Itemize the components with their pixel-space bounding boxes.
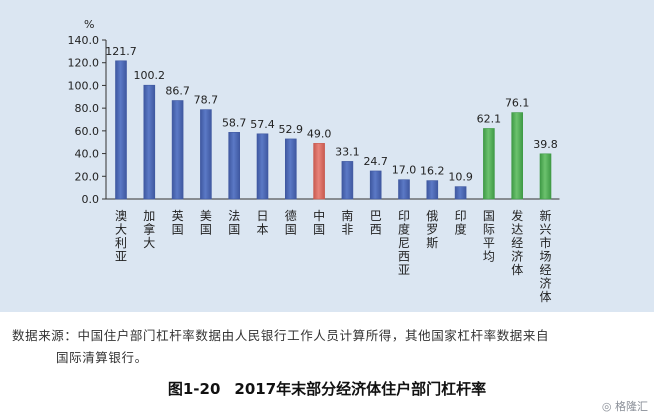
data-label: 100.2 bbox=[134, 69, 166, 82]
data-label: 49.0 bbox=[307, 127, 332, 140]
category-label: 印度 bbox=[455, 209, 467, 237]
bar bbox=[143, 84, 156, 200]
bar bbox=[313, 143, 325, 200]
figure-title: 2017年末部分经济体住户部门杠杆率 bbox=[234, 380, 487, 398]
data-label: 24.7 bbox=[363, 155, 388, 168]
category-label: 澳大利亚 bbox=[115, 209, 127, 264]
bar bbox=[115, 60, 127, 200]
data-label: 58.7 bbox=[222, 116, 247, 129]
data-label: 33.1 bbox=[335, 145, 360, 158]
category-label: 发达经济体 bbox=[511, 208, 523, 277]
source-note: 数据来源：中国住户部门杠杆率数据由人民银行工作人员计算所得，其他国家杠杆率数据来… bbox=[12, 325, 642, 369]
bar bbox=[398, 179, 410, 200]
bar-chart: % 0.0 20.0 40.0 60.0 80.0 100.0 120.0 140.0 121.7… bbox=[68, 18, 560, 304]
bar bbox=[341, 161, 354, 200]
bar bbox=[426, 180, 439, 200]
figure-number: 图1-20 bbox=[167, 380, 221, 398]
bar bbox=[171, 100, 184, 200]
category-label: 俄罗斯 bbox=[426, 209, 438, 250]
bar bbox=[200, 109, 212, 200]
data-label: 78.7 bbox=[194, 94, 219, 107]
bar bbox=[228, 132, 240, 200]
bar bbox=[256, 133, 269, 200]
y-tick-label: 100.0 bbox=[68, 79, 100, 92]
data-label: 17.0 bbox=[392, 164, 417, 177]
chart-panel: % 0.0 20.0 40.0 60.0 80.0 100.0 120.0 140.0 121.7… bbox=[0, 0, 654, 312]
watermark-icon: ◎ bbox=[601, 400, 615, 413]
y-tick-label: 140.0 bbox=[68, 34, 100, 47]
category-label: 日本 bbox=[256, 209, 268, 237]
category-label: 德国 bbox=[285, 208, 297, 237]
data-label: 86.7 bbox=[165, 85, 190, 98]
y-tick-label: 120.0 bbox=[68, 57, 100, 70]
category-label: 南非 bbox=[341, 208, 353, 237]
data-label: 121.7 bbox=[105, 45, 137, 58]
source-note-line-2: 国际清算银行。 bbox=[56, 350, 148, 365]
category-label: 中国 bbox=[313, 208, 325, 237]
bar bbox=[511, 112, 524, 200]
y-tick-label: 60.0 bbox=[75, 125, 100, 138]
y-tick-label: 40.0 bbox=[75, 148, 100, 161]
figure-caption: 图1-20 2017年末部分经济体住户部门杠杆率 bbox=[0, 378, 654, 399]
bar bbox=[284, 138, 297, 200]
bar bbox=[454, 186, 467, 200]
source-note-line-1: 数据来源：中国住户部门杠杆率数据由人民银行工作人员计算所得，其他国家杠杆率数据来… bbox=[12, 328, 550, 343]
y-tick-label: 80.0 bbox=[75, 102, 100, 115]
bar bbox=[539, 153, 552, 200]
category-label: 美国 bbox=[200, 209, 212, 237]
data-label: 52.9 bbox=[279, 123, 304, 136]
category-label: 印度尼西亚 bbox=[398, 209, 410, 277]
bar bbox=[483, 128, 495, 200]
data-label: 76.1 bbox=[505, 97, 530, 110]
data-label: 39.8 bbox=[533, 138, 558, 151]
category-label: 新兴市场经济体 bbox=[539, 208, 551, 304]
y-axis-unit: % bbox=[84, 18, 94, 31]
bar bbox=[369, 170, 382, 200]
category-label: 加拿大 bbox=[143, 209, 155, 250]
category-label: 英国 bbox=[172, 209, 184, 237]
category-label: 国际平均 bbox=[483, 209, 495, 264]
watermark-text: 格隆汇 bbox=[615, 400, 648, 413]
y-tick-label: 0.0 bbox=[82, 193, 100, 206]
data-label: 16.2 bbox=[420, 165, 445, 178]
data-label: 57.4 bbox=[250, 118, 275, 131]
category-label: 巴西 bbox=[370, 209, 382, 237]
y-tick-label: 20.0 bbox=[75, 170, 100, 183]
category-label: 法国 bbox=[228, 209, 240, 237]
watermark: ◎ 格隆汇 bbox=[602, 398, 648, 414]
data-label: 62.1 bbox=[477, 112, 502, 125]
data-label: 10.9 bbox=[448, 171, 473, 184]
